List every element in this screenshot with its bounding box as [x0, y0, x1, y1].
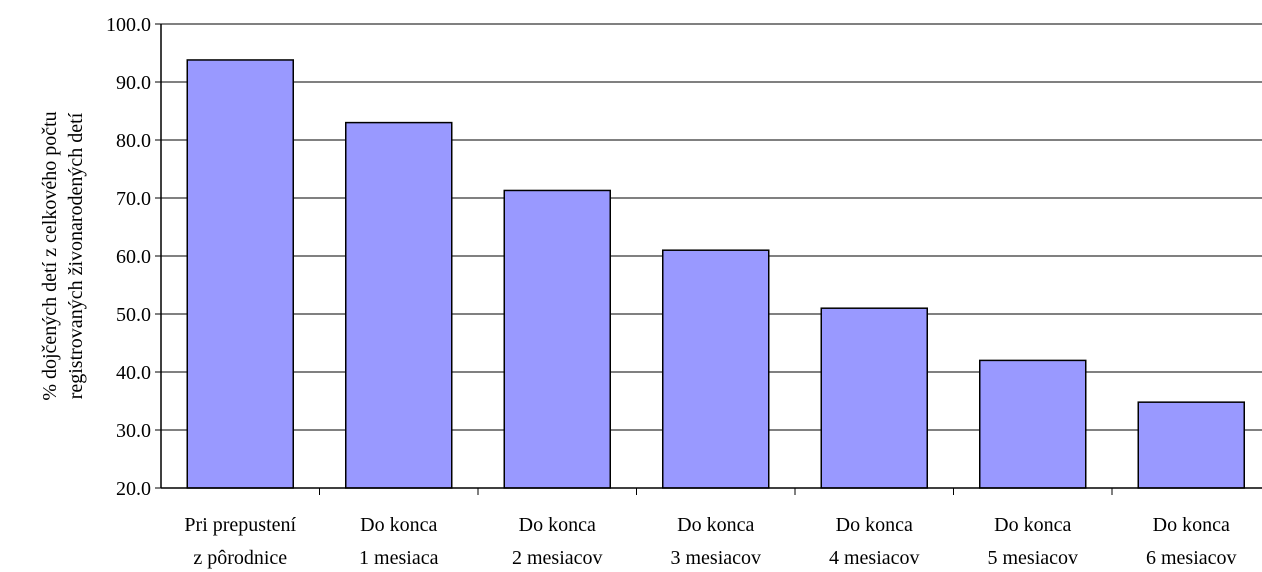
- x-tick-label: Do konca: [836, 514, 913, 536]
- y-axis-title: registrovaných živonarodených detí: [65, 112, 87, 399]
- x-tick-label: 6 mesiacov: [1146, 547, 1237, 569]
- y-tick-label: 80.0: [116, 130, 151, 152]
- y-tick-label: 90.0: [116, 72, 151, 94]
- y-tick-label: 40.0: [116, 362, 151, 384]
- x-tick-label: 4 mesiacov: [829, 547, 920, 569]
- x-tick-label: Do konca: [360, 514, 437, 536]
- bar: [662, 249, 770, 489]
- bars: [186, 59, 1245, 489]
- bar: [820, 307, 928, 489]
- y-tick-label: 60.0: [116, 246, 151, 268]
- x-tick-label: Do konca: [519, 514, 596, 536]
- bar: [345, 121, 453, 489]
- x-tick-label: Do konca: [994, 514, 1071, 536]
- y-tick-label: 100.0: [106, 14, 151, 36]
- bar: [186, 59, 294, 489]
- bar: [503, 189, 611, 489]
- x-axis-labels: Pri prepustení z pôrodnice Do konca 1 mesia…: [184, 514, 1236, 569]
- bar: [1137, 401, 1245, 489]
- y-axis-title: % dojčených detí z celkového počtu: [39, 111, 61, 400]
- y-axis-label: % dojčených detí z celkového počtu regist…: [39, 111, 87, 400]
- bar: [979, 359, 1087, 489]
- y-tick-label: 20.0: [116, 478, 151, 500]
- x-tick-label: Do konca: [677, 514, 754, 536]
- axes: [160, 24, 1262, 495]
- x-tick-label: 3 mesiacov: [670, 547, 761, 569]
- x-tick-label: 2 mesiacov: [512, 547, 603, 569]
- x-tick-label: Do konca: [1153, 514, 1230, 536]
- y-tick-label: 30.0: [116, 420, 151, 442]
- y-tick-label: 70.0: [116, 188, 151, 210]
- x-tick-label: 1 mesiaca: [359, 547, 439, 569]
- x-tick-label: z pôrodnice: [193, 547, 287, 569]
- x-tick-label: 5 mesiacov: [987, 547, 1078, 569]
- y-tick-label: 50.0: [116, 304, 151, 326]
- x-tick-label: Pri prepustení: [184, 514, 296, 536]
- y-axis-ticks: 20.0 30.0 40.0 50.0 60.0 70.0 80.0 90.0 100.0: [106, 14, 161, 500]
